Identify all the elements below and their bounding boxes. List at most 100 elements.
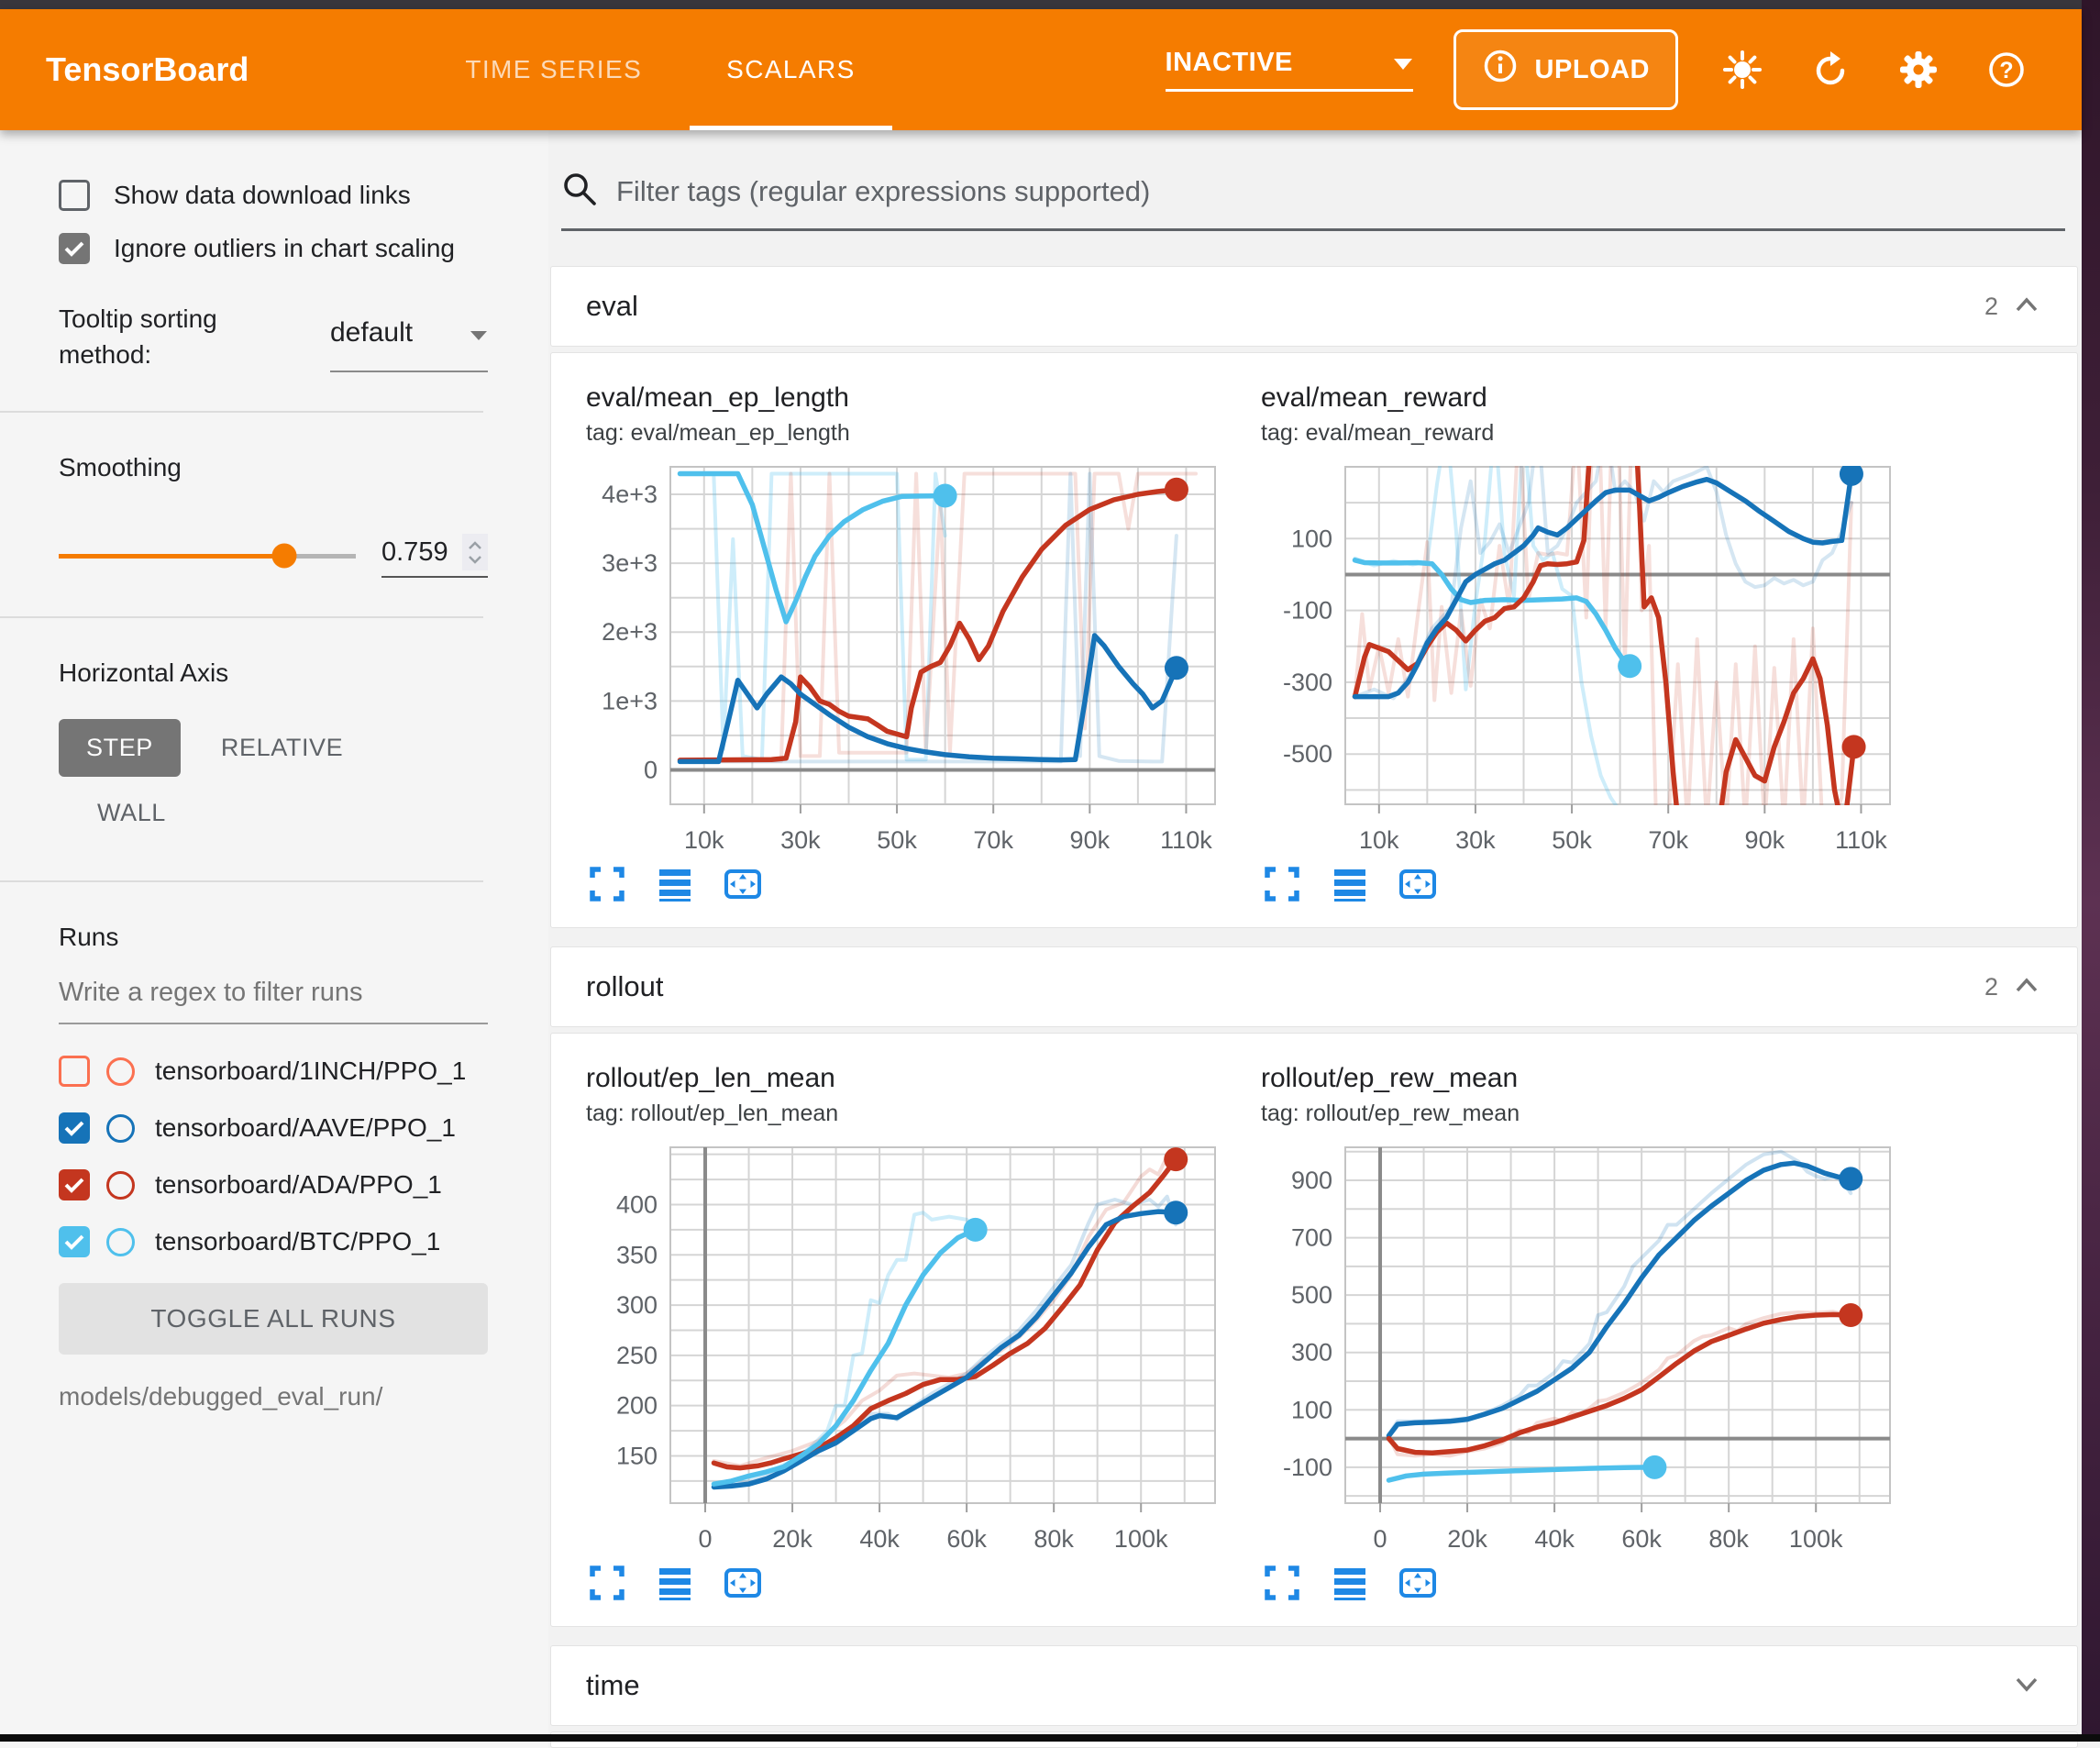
- run-row-2[interactable]: tensorboard/ADA/PPO_1: [59, 1169, 488, 1201]
- svg-text:20k: 20k: [1447, 1525, 1487, 1553]
- axis-relative-button[interactable]: RELATIVE: [220, 734, 344, 762]
- run-label: tensorboard/1INCH/PPO_1: [155, 1057, 467, 1086]
- tooltip-sorting-select[interactable]: default: [330, 308, 488, 373]
- axis-step-button[interactable]: STEP: [59, 719, 181, 778]
- divider: [0, 880, 483, 883]
- smoothing-value: 0.759: [381, 537, 448, 567]
- collapse-chevron-icon[interactable]: [2013, 293, 2040, 321]
- run-color-swatch: [106, 1113, 135, 1143]
- svg-text:700: 700: [1291, 1224, 1332, 1252]
- series-end-dot: [1164, 656, 1188, 680]
- svg-text:80k: 80k: [1708, 1525, 1749, 1553]
- svg-text:150: 150: [616, 1442, 658, 1469]
- svg-text:?: ?: [1999, 58, 2013, 83]
- horizontal-axis-label: Horizontal Axis: [59, 658, 229, 688]
- svg-text:40k: 40k: [1534, 1525, 1575, 1553]
- app-header: TensorBoard TIME SERIES SCALARS INACTIVE…: [0, 9, 2082, 130]
- svg-text:0: 0: [1374, 1525, 1387, 1553]
- runs-filter-input[interactable]: Write a regex to filter runs: [59, 978, 488, 1025]
- svg-text:-500: -500: [1283, 740, 1332, 768]
- chart-canvas[interactable]: 10k 30k 50k 70k 90k 110k 100 -100 -300 -500: [1261, 456, 1903, 859]
- svg-text:3e+3: 3e+3: [602, 549, 658, 577]
- fit-domain-icon[interactable]: [1397, 1562, 1439, 1604]
- svg-text:110k: 110k: [1835, 826, 1887, 854]
- section-header-eval[interactable]: eval 2: [550, 266, 2078, 347]
- run-checkbox[interactable]: [59, 1226, 90, 1258]
- fullscreen-icon[interactable]: [1261, 863, 1303, 905]
- axis-wall-button[interactable]: WALL: [97, 799, 166, 827]
- section-header-time[interactable]: time: [550, 1645, 2078, 1726]
- fit-domain-icon[interactable]: [722, 863, 764, 905]
- data-table-icon[interactable]: [654, 1562, 696, 1604]
- runs-label: Runs: [59, 923, 119, 952]
- series-tensorboard-aave-ppo-1: [1352, 471, 1854, 700]
- run-checkbox[interactable]: [59, 1056, 90, 1088]
- ignore-outliers-row[interactable]: Ignore outliers in chart scaling: [59, 233, 488, 264]
- svg-text:10k: 10k: [1359, 826, 1399, 854]
- fullscreen-icon[interactable]: [586, 1562, 628, 1604]
- smoothing-slider-thumb[interactable]: [271, 543, 297, 569]
- filter-tags-input[interactable]: Filter tags (regular expressions support…: [616, 174, 1151, 207]
- run-label: tensorboard/AAVE/PPO_1: [155, 1113, 456, 1143]
- svg-text:200: 200: [616, 1392, 658, 1420]
- ignore-outliers-checkbox[interactable]: [59, 233, 90, 264]
- data-table-icon[interactable]: [1329, 1562, 1371, 1604]
- tab-time-series[interactable]: TIME SERIES: [465, 55, 643, 83]
- svg-text:30k: 30k: [780, 826, 821, 854]
- fullscreen-icon[interactable]: [586, 863, 628, 905]
- show-download-links-row[interactable]: Show data download links: [59, 180, 488, 211]
- settings-gear-icon[interactable]: [1895, 46, 1942, 94]
- refresh-icon[interactable]: [1807, 46, 1854, 94]
- run-row-0[interactable]: tensorboard/1INCH/PPO_1: [59, 1056, 488, 1088]
- fit-domain-icon[interactable]: [1397, 863, 1439, 905]
- upload-button[interactable]: UPLOAD: [1453, 29, 1678, 110]
- run-row-3[interactable]: tensorboard/BTC/PPO_1: [59, 1226, 488, 1258]
- series-end-dot: [1839, 466, 1863, 486]
- series-end-dot: [1841, 735, 1866, 759]
- number-stepper[interactable]: [462, 534, 488, 571]
- section-header-rollout[interactable]: rollout 2: [550, 946, 2078, 1027]
- svg-text:-300: -300: [1283, 669, 1332, 696]
- chart-canvas[interactable]: 0 20k 40k 60k 80k 100k 900 700 500 300 100 -100: [1261, 1136, 1903, 1558]
- run-checkbox[interactable]: [59, 1112, 90, 1145]
- section-content-rollout: rollout/ep_len_mean tag: rollout/ep_len_m…: [550, 1033, 2078, 1627]
- show-download-links-checkbox[interactable]: [59, 180, 90, 211]
- svg-text:100k: 100k: [1114, 1525, 1168, 1553]
- help-icon[interactable]: ?: [1983, 46, 2030, 94]
- brightness-icon[interactable]: [1719, 46, 1766, 94]
- tab-scalars[interactable]: SCALARS: [684, 9, 898, 130]
- window-top-bar: [0, 0, 2082, 9]
- collapse-chevron-icon[interactable]: [2013, 973, 2040, 1001]
- run-checkbox[interactable]: [59, 1169, 90, 1201]
- chart-tag: tag: eval/mean_ep_length: [586, 420, 850, 446]
- data-table-icon[interactable]: [1329, 863, 1371, 905]
- smoothing-input[interactable]: 0.759: [381, 534, 488, 579]
- series-tensorboard-btc-ppo-1: [1386, 1465, 1658, 1483]
- data-table-icon[interactable]: [654, 863, 696, 905]
- smoothing-slider[interactable]: [59, 543, 356, 569]
- toggle-all-runs-button[interactable]: TOGGLE ALL RUNS: [59, 1283, 488, 1355]
- section-title: rollout: [586, 970, 664, 1002]
- series-tensorboard-ada-ppo-1-raw-: [678, 471, 1198, 763]
- smoothing-slider-fill: [59, 553, 284, 559]
- status-dropdown[interactable]: INACTIVE: [1165, 48, 1413, 92]
- fullscreen-icon[interactable]: [1261, 1562, 1303, 1604]
- series-tensorboard-aave-ppo-1: [711, 1209, 1178, 1490]
- svg-text:50k: 50k: [877, 826, 917, 854]
- run-row-1[interactable]: tensorboard/AAVE/PPO_1: [59, 1112, 488, 1145]
- svg-text:350: 350: [616, 1241, 658, 1268]
- chart-tag: tag: rollout/ep_rew_mean: [1261, 1101, 1520, 1126]
- series-tensorboard-aave-ppo-1: [1386, 1160, 1853, 1439]
- series-tensorboard-btc-ppo-1: [1352, 558, 1632, 669]
- svg-text:1e+3: 1e+3: [602, 687, 658, 714]
- fit-domain-icon[interactable]: [722, 1562, 764, 1604]
- series-tensorboard-ada-ppo-1: [677, 487, 1179, 763]
- chart-canvas[interactable]: 0 20k 40k 60k 80k 100k 150 200 250 300 350 400: [586, 1136, 1228, 1558]
- expand-chevron-icon[interactable]: [2013, 1672, 2040, 1700]
- divider: [0, 411, 483, 414]
- svg-text:110k: 110k: [1160, 826, 1212, 854]
- chart-canvas[interactable]: 10k 30k 50k 70k 90k 110k 0 1e+3 2e+3 3e+3 4e+3: [586, 456, 1228, 859]
- series-tensorboard-ada-ppo-1: [1386, 1311, 1853, 1455]
- series-tensorboard-aave-ppo-1-raw-: [678, 471, 1178, 764]
- svg-text:2e+3: 2e+3: [602, 618, 658, 646]
